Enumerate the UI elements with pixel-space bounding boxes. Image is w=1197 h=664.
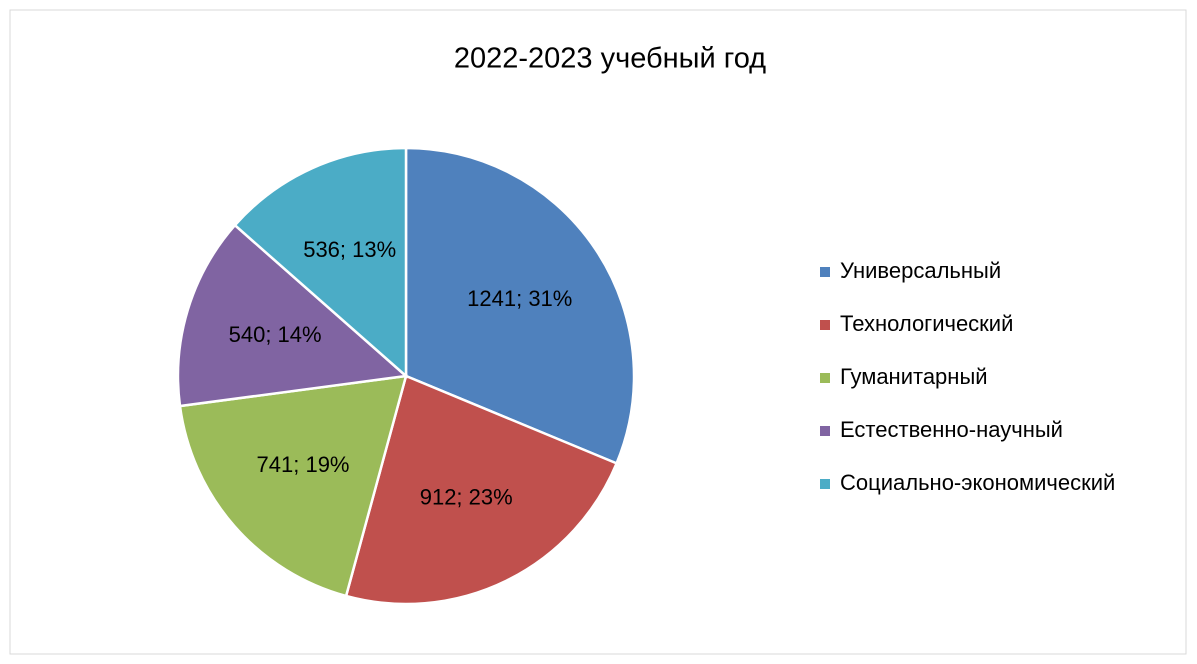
legend-swatch [820,426,830,436]
pie-slice [344,374,619,606]
data-label: 540; 14% [229,322,322,347]
pie-slice [178,374,408,598]
legend-swatch [820,320,830,330]
data-label: 1241; 31% [467,286,572,311]
legend-label: Социально-экономический [840,470,1115,495]
legend-label: Технологический [840,311,1013,336]
pie-slice [233,146,408,379]
legend-swatch [820,267,830,277]
pie-slice [176,223,409,408]
legend-label: Естественно-научный [840,417,1063,442]
legend-swatch [820,479,830,489]
data-label: 536; 13% [303,237,396,262]
pie-slice [404,146,636,466]
chart-title: 2022-2023 учебный год [454,43,766,75]
legend-label: Гуманитарный [840,364,988,389]
data-label: 741; 19% [257,452,350,477]
legend-label: Универсальный [840,258,1001,283]
legend-swatch [820,373,830,383]
data-label: 912; 23% [420,485,513,510]
